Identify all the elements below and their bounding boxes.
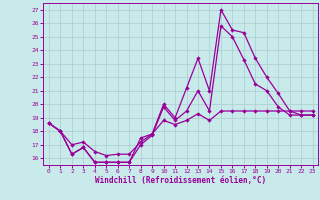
X-axis label: Windchill (Refroidissement éolien,°C): Windchill (Refroidissement éolien,°C): [95, 176, 266, 185]
